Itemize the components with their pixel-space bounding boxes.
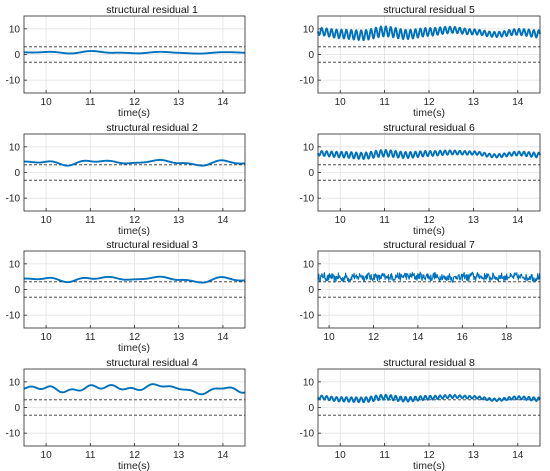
panel-structural-residual-7: structural residual 7 10 12 14 16 18 -10 0 10 [300,239,541,343]
x-axis-label: time(s) [413,107,445,119]
panel-structural-residual-4: structural residual 4 time(s) 10 11 12 13 14… [6,357,246,471]
x-tick-label: 13 [173,332,185,343]
x-axis-label: time(s) [118,342,150,354]
panel-structural-residual-3: structural residual 3 time(s) 10 11 12 13 14… [6,239,246,354]
x-tick-label: 16 [457,332,469,343]
y-tick-label: -10 [300,194,315,205]
x-tick-label: 11 [379,215,390,226]
y-tick-label: -10 [300,429,315,440]
y-tick-label: -10 [6,76,21,87]
x-tick-label: 12 [423,215,435,226]
x-tick-label: 12 [129,97,141,108]
y-tick-label: -10 [6,429,21,440]
x-tick-label: 11 [85,332,96,343]
y-tick-label: 10 [9,24,21,35]
residual-series-line [317,25,541,42]
panel-structural-residual-8: structural residual 8 time(s) 10 11 12 13 14… [300,357,541,471]
y-tick-label: -10 [6,311,21,322]
panel-title: structural residual 7 [383,239,475,251]
y-tick-label: 10 [303,377,315,388]
x-tick-label: 11 [85,215,96,226]
x-tick-label: 13 [468,450,480,461]
panel-structural-residual-6: structural residual 6 time(s) 10 11 12 13 14… [300,122,541,237]
x-tick-label: 12 [423,450,435,461]
panel-title: structural residual 8 [383,357,475,369]
y-tick-label: 10 [9,259,21,270]
residual-series-line [23,275,246,284]
y-tick-label: 10 [9,142,21,153]
x-tick-label: 10 [335,215,347,226]
y-tick-label: 0 [14,403,20,414]
panel-title: structural residual 2 [106,122,198,134]
panel-title: structural residual 1 [106,4,198,16]
panel-title: structural residual 3 [106,239,198,251]
x-tick-label: 13 [173,450,185,461]
x-axis-label: time(s) [118,107,150,119]
x-tick-label: 10 [41,332,53,343]
y-tick-label: -10 [300,76,315,87]
x-tick-label: 13 [468,97,480,108]
x-tick-label: 14 [512,215,524,226]
x-tick-label: 10 [41,450,53,461]
x-tick-label: 14 [217,215,229,226]
x-axis-label: time(s) [118,460,150,471]
x-tick-label: 11 [85,97,96,108]
x-tick-label: 12 [129,450,141,461]
x-tick-label: 14 [412,332,424,343]
panel-structural-residual-1: structural residual 1 time(s) 10 11 12 13 14… [6,4,246,119]
x-tick-label: 13 [173,97,185,108]
x-tick-label: 10 [335,450,347,461]
x-tick-label: 10 [335,97,347,108]
x-tick-label: 12 [368,332,380,343]
panel-title: structural residual 6 [383,122,475,134]
panel-structural-residual-2: structural residual 2 time(s) 10 11 12 13 14… [6,122,246,237]
y-tick-label: 0 [14,168,20,179]
panel-structural-residual-5: structural residual 5 time(s) 10 11 12 13 14… [300,4,541,119]
x-tick-label: 11 [379,450,390,461]
y-tick-label: 0 [14,50,20,61]
x-tick-label: 13 [173,215,185,226]
x-axis-label: time(s) [118,225,150,237]
y-tick-label: 10 [9,377,21,388]
x-tick-label: 14 [512,450,524,461]
x-tick-label: 11 [85,450,96,461]
x-tick-label: 13 [468,215,480,226]
x-tick-label: 12 [129,332,141,343]
y-tick-label: 0 [14,285,20,296]
residual-series-line [317,271,541,283]
x-tick-label: 11 [379,97,390,108]
residual-series-line [317,393,541,404]
y-tick-label: 0 [308,168,314,179]
y-tick-label: 10 [303,142,315,153]
y-tick-label: 10 [303,24,315,35]
x-axis-label: time(s) [413,460,445,471]
x-tick-label: 14 [217,97,229,108]
x-tick-label: 10 [41,215,53,226]
residual-series-line [23,159,246,167]
residual-series-line [23,50,246,55]
y-tick-label: 10 [303,259,315,270]
y-tick-label: -10 [300,311,315,322]
x-tick-label: 12 [129,215,141,226]
panel-title: structural residual 5 [383,4,475,16]
residual-series-line [23,383,246,396]
x-axis-label: time(s) [413,225,445,237]
x-tick-label: 14 [217,450,229,461]
x-tick-label: 10 [324,332,336,343]
x-tick-label: 12 [423,97,435,108]
y-tick-label: 0 [308,50,314,61]
y-tick-label: 0 [308,403,314,414]
y-tick-label: 0 [308,285,314,296]
x-tick-label: 14 [217,332,229,343]
x-tick-label: 18 [501,332,513,343]
x-tick-label: 14 [512,97,524,108]
x-tick-label: 10 [41,97,53,108]
y-tick-label: -10 [6,194,21,205]
residual-series-line [317,149,541,160]
panel-title: structural residual 4 [106,357,198,369]
